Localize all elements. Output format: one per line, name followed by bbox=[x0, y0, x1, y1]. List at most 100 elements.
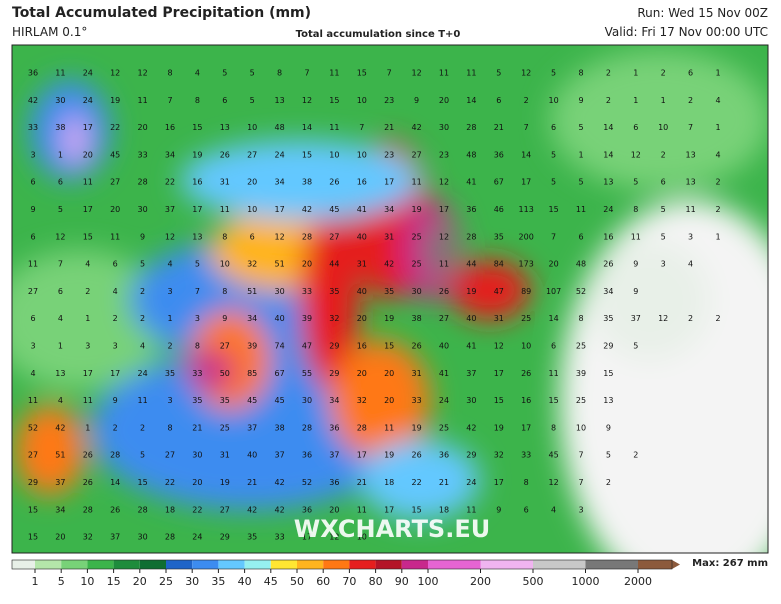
grid-value: 2 bbox=[715, 314, 720, 323]
grid-value: 24 bbox=[192, 533, 202, 542]
grid-value: 1 bbox=[578, 150, 583, 159]
grid-value: 13 bbox=[220, 123, 230, 132]
grid-value: 11 bbox=[220, 205, 230, 214]
grid-value: 11 bbox=[329, 69, 339, 78]
grid-value: 27 bbox=[28, 287, 38, 296]
grid-value: 8 bbox=[578, 314, 583, 323]
grid-value: 30 bbox=[138, 205, 148, 214]
grid-value: 27 bbox=[110, 178, 120, 187]
grid-value: 28 bbox=[466, 123, 476, 132]
grid-value: 7 bbox=[578, 478, 583, 487]
colorbar-swatch bbox=[297, 560, 324, 569]
grid-value: 4 bbox=[85, 260, 90, 269]
grid-value: 11 bbox=[576, 205, 586, 214]
grid-value: 35 bbox=[603, 314, 613, 323]
grid-value: 10 bbox=[247, 123, 257, 132]
grid-value: 15 bbox=[83, 232, 93, 241]
grid-value: 25 bbox=[220, 423, 230, 432]
grid-value: 3 bbox=[85, 342, 90, 351]
grid-value: 107 bbox=[546, 287, 561, 296]
grid-value: 22 bbox=[110, 123, 120, 132]
colorbar-swatch bbox=[35, 560, 62, 569]
grid-value: 5 bbox=[633, 178, 638, 187]
grid-value: 1 bbox=[85, 423, 90, 432]
grid-value: 7 bbox=[304, 69, 309, 78]
grid-value: 19 bbox=[384, 451, 394, 460]
grid-value: 24 bbox=[275, 150, 285, 159]
grid-value: 12 bbox=[631, 150, 641, 159]
grid-value: 44 bbox=[329, 260, 339, 269]
grid-value: 5 bbox=[633, 342, 638, 351]
grid-value: 16 bbox=[357, 178, 367, 187]
grid-value: 8 bbox=[195, 96, 200, 105]
colorbar-swatch bbox=[638, 560, 672, 569]
grid-value: 18 bbox=[439, 505, 449, 514]
grid-value: 14 bbox=[302, 123, 312, 132]
grid-value: 40 bbox=[439, 342, 449, 351]
grid-value: 20 bbox=[549, 260, 559, 269]
grid-value: 4 bbox=[167, 260, 172, 269]
grid-value: 8 bbox=[222, 232, 227, 241]
grid-value: 15 bbox=[28, 533, 38, 542]
grid-value: 7 bbox=[167, 96, 172, 105]
grid-value: 20 bbox=[138, 123, 148, 132]
grid-value: 11 bbox=[329, 123, 339, 132]
colorbar-swatch bbox=[428, 560, 481, 569]
grid-value: 37 bbox=[247, 423, 257, 432]
grid-value: 30 bbox=[439, 123, 449, 132]
grid-value: 20 bbox=[384, 369, 394, 378]
grid-value: 4 bbox=[30, 369, 35, 378]
grid-value: 39 bbox=[302, 314, 312, 323]
grid-value: 6 bbox=[551, 123, 556, 132]
grid-value: 20 bbox=[329, 505, 339, 514]
grid-value: 27 bbox=[220, 505, 230, 514]
grid-value: 2 bbox=[661, 69, 666, 78]
grid-value: 9 bbox=[30, 205, 35, 214]
grid-value: 3 bbox=[167, 396, 172, 405]
grid-value: 11 bbox=[28, 396, 38, 405]
grid-value: 37 bbox=[55, 478, 65, 487]
grid-value: 13 bbox=[275, 96, 285, 105]
grid-value: 12 bbox=[658, 314, 668, 323]
grid-value: 12 bbox=[439, 178, 449, 187]
grid-value: 26 bbox=[83, 478, 93, 487]
grid-value: 36 bbox=[28, 69, 38, 78]
grid-value: 30 bbox=[466, 396, 476, 405]
grid-value: 42 bbox=[28, 96, 38, 105]
grid-value: 27 bbox=[165, 451, 175, 460]
colorbar-label: 50 bbox=[290, 575, 304, 588]
grid-value: 32 bbox=[83, 533, 93, 542]
colorbar-swatch bbox=[113, 560, 140, 569]
grid-value: 10 bbox=[220, 260, 230, 269]
grid-value: 5 bbox=[551, 150, 556, 159]
grid-value: 30 bbox=[192, 451, 202, 460]
grid-value: 26 bbox=[83, 451, 93, 460]
grid-value: 67 bbox=[275, 369, 285, 378]
grid-value: 8 bbox=[277, 69, 282, 78]
colorbar-swatch bbox=[244, 560, 271, 569]
grid-value: 14 bbox=[549, 314, 559, 323]
grid-value: 24 bbox=[439, 396, 449, 405]
grid-value: 85 bbox=[247, 369, 257, 378]
colorbar-label: 60 bbox=[316, 575, 330, 588]
grid-value: 34 bbox=[55, 505, 65, 514]
grid-value: 13 bbox=[55, 369, 65, 378]
grid-value: 29 bbox=[329, 342, 339, 351]
grid-value: 8 bbox=[524, 478, 529, 487]
grid-value: 5 bbox=[578, 123, 583, 132]
grid-value: 31 bbox=[412, 369, 422, 378]
grid-value: 29 bbox=[466, 451, 476, 460]
grid-value: 42 bbox=[275, 505, 285, 514]
grid-value: 5 bbox=[551, 69, 556, 78]
grid-value: 17 bbox=[439, 205, 449, 214]
grid-value: 51 bbox=[275, 260, 285, 269]
grid-value: 55 bbox=[302, 369, 312, 378]
grid-value: 25 bbox=[412, 232, 422, 241]
grid-value: 84 bbox=[494, 260, 504, 269]
grid-value: 21 bbox=[247, 478, 257, 487]
grid-value: 1 bbox=[715, 123, 720, 132]
grid-value: 48 bbox=[576, 260, 586, 269]
title: Total Accumulated Precipitation (mm) bbox=[12, 5, 311, 21]
colorbar-frame bbox=[11, 559, 673, 570]
grid-value: 11 bbox=[384, 423, 394, 432]
